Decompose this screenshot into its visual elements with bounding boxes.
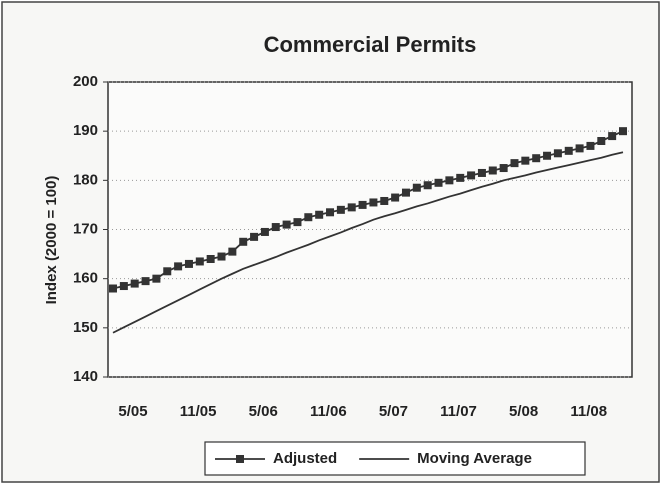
marker [488,166,497,175]
marker [217,252,226,261]
marker [163,267,172,276]
marker [260,227,269,236]
y-tick-label: 140 [73,368,98,385]
marker [456,173,465,182]
marker [423,181,432,190]
marker [336,205,345,214]
marker [326,208,335,217]
marker [174,262,183,271]
marker [358,200,367,209]
y-tick-label: 150 [73,319,98,336]
marker [304,213,313,222]
x-tick-label: 11/08 [570,403,607,420]
marker [195,257,204,266]
y-tick-label: 170 [73,220,98,237]
marker [271,223,280,232]
marker [521,156,530,165]
legend-label: Moving Average [417,450,532,467]
marker [434,178,443,187]
legend-marker [236,455,244,463]
y-axis-label: Index (2000 = 100) [43,176,60,305]
marker [532,154,541,163]
marker [586,141,595,150]
marker [564,146,573,155]
marker [315,210,324,219]
marker [293,218,302,227]
chart-title: Commercial Permits [264,32,477,57]
marker [510,159,519,168]
legend-label: Adjusted [273,450,337,467]
marker [228,247,237,256]
x-tick-label: 5/07 [379,403,408,420]
marker [553,149,562,158]
plot-area [107,81,633,378]
marker [575,144,584,153]
marker [401,188,410,197]
y-tick-label: 160 [73,270,98,287]
marker [184,259,193,268]
marker [347,203,356,212]
marker [239,237,248,246]
marker [130,279,139,288]
marker [445,176,454,185]
marker [380,196,389,205]
marker [597,137,606,145]
x-tick-label: 11/05 [180,403,217,420]
marker [369,198,378,207]
x-tick-label: 11/06 [310,403,347,420]
x-tick-label: 5/06 [249,403,278,420]
x-tick-label: 11/07 [440,403,477,420]
marker [608,132,617,141]
series-line [112,151,624,334]
marker [152,274,161,283]
marker [206,255,215,263]
y-tick-label: 180 [73,171,98,188]
marker [250,232,259,241]
marker [412,183,421,192]
marker [619,127,627,136]
y-tick-label: 190 [73,122,98,139]
y-tick-label: 200 [73,73,98,90]
x-tick-label: 5/05 [118,403,147,420]
marker [543,151,552,160]
marker [467,171,476,180]
marker [119,282,128,291]
marker [282,220,291,229]
marker [477,168,486,177]
x-tick-label: 5/08 [509,403,538,420]
marker [109,284,117,293]
marker [391,193,400,202]
marker [141,277,150,286]
marker [499,164,508,173]
